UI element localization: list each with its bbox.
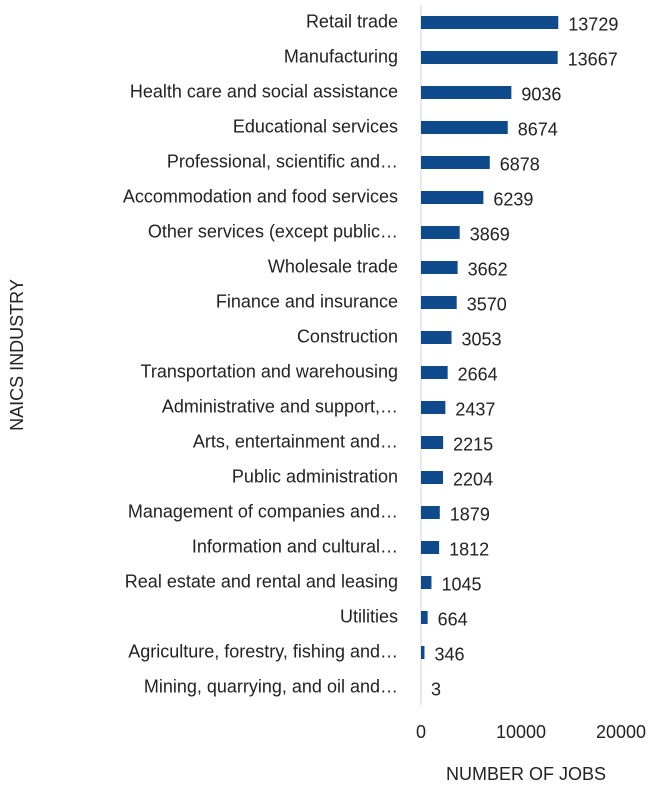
value-label: 2664 [458, 364, 498, 384]
value-label: 664 [438, 609, 468, 629]
value-label: 3869 [470, 224, 510, 244]
bar [421, 261, 458, 274]
y-tick-label: Construction [297, 326, 398, 346]
y-tick-label: Management of companies and… [128, 501, 398, 521]
x-tick-label: 10000 [496, 722, 546, 742]
value-label: 2215 [453, 434, 493, 454]
bar [421, 506, 440, 519]
x-axis-title: NUMBER OF JOBS [446, 764, 606, 784]
y-tick-label: Educational services [233, 116, 398, 136]
y-tick-label: Accommodation and food services [123, 186, 398, 206]
value-label: 9036 [521, 84, 561, 104]
y-tick-label: Arts, entertainment and… [193, 431, 398, 451]
bar [421, 541, 440, 554]
value-label: 346 [434, 644, 464, 664]
y-tick-label: Administrative and support,… [162, 396, 398, 416]
bar [421, 366, 448, 379]
bar [421, 331, 452, 344]
bar [421, 611, 428, 624]
bar [421, 156, 490, 169]
y-tick-label: Utilities [340, 606, 398, 626]
x-tick-label: 0 [416, 722, 426, 742]
y-tick-label: Professional, scientific and… [167, 151, 398, 171]
value-label: 2437 [455, 399, 495, 419]
value-label: 13667 [568, 49, 618, 69]
y-tick-label: Other services (except public… [148, 221, 398, 241]
value-label: 3662 [468, 259, 508, 279]
value-label: 3 [431, 679, 441, 699]
bar [421, 576, 432, 589]
value-label: 1812 [449, 539, 489, 559]
y-tick-label: Health care and social assistance [130, 81, 398, 101]
value-label: 1045 [441, 574, 481, 594]
value-label: 13729 [568, 14, 618, 34]
bar [421, 226, 460, 239]
bar [421, 401, 446, 414]
bar [421, 296, 457, 309]
y-tick-label: Information and cultural… [192, 536, 398, 556]
bar [421, 191, 484, 204]
value-label: 3053 [462, 329, 502, 349]
y-axis-title: NAICS INDUSTRY [7, 279, 27, 431]
y-tick-label: Finance and insurance [216, 291, 398, 311]
y-tick-label: Transportation and warehousing [141, 361, 399, 381]
bar [421, 16, 559, 29]
y-tick-label: Mining, quarrying, and oil and… [144, 676, 398, 696]
y-tick-label: Public administration [232, 466, 398, 486]
value-label: 1879 [450, 504, 490, 524]
bar [421, 86, 512, 99]
value-label: 8674 [518, 119, 558, 139]
y-tick-label: Real estate and rental and leasing [125, 571, 398, 591]
y-tick-label: Agriculture, forestry, fishing and… [128, 641, 398, 661]
bar [421, 646, 425, 659]
y-tick-label: Wholesale trade [268, 256, 398, 276]
value-label: 3570 [467, 294, 507, 314]
value-label: 2204 [453, 469, 493, 489]
bar [421, 51, 558, 64]
y-tick-label: Retail trade [306, 11, 398, 31]
bar [421, 436, 444, 449]
value-label: 6239 [493, 189, 533, 209]
value-label: 6878 [500, 154, 540, 174]
bar [421, 471, 444, 484]
x-tick-label: 20000 [596, 722, 646, 742]
bar [421, 121, 508, 134]
y-tick-label: Manufacturing [284, 46, 398, 66]
